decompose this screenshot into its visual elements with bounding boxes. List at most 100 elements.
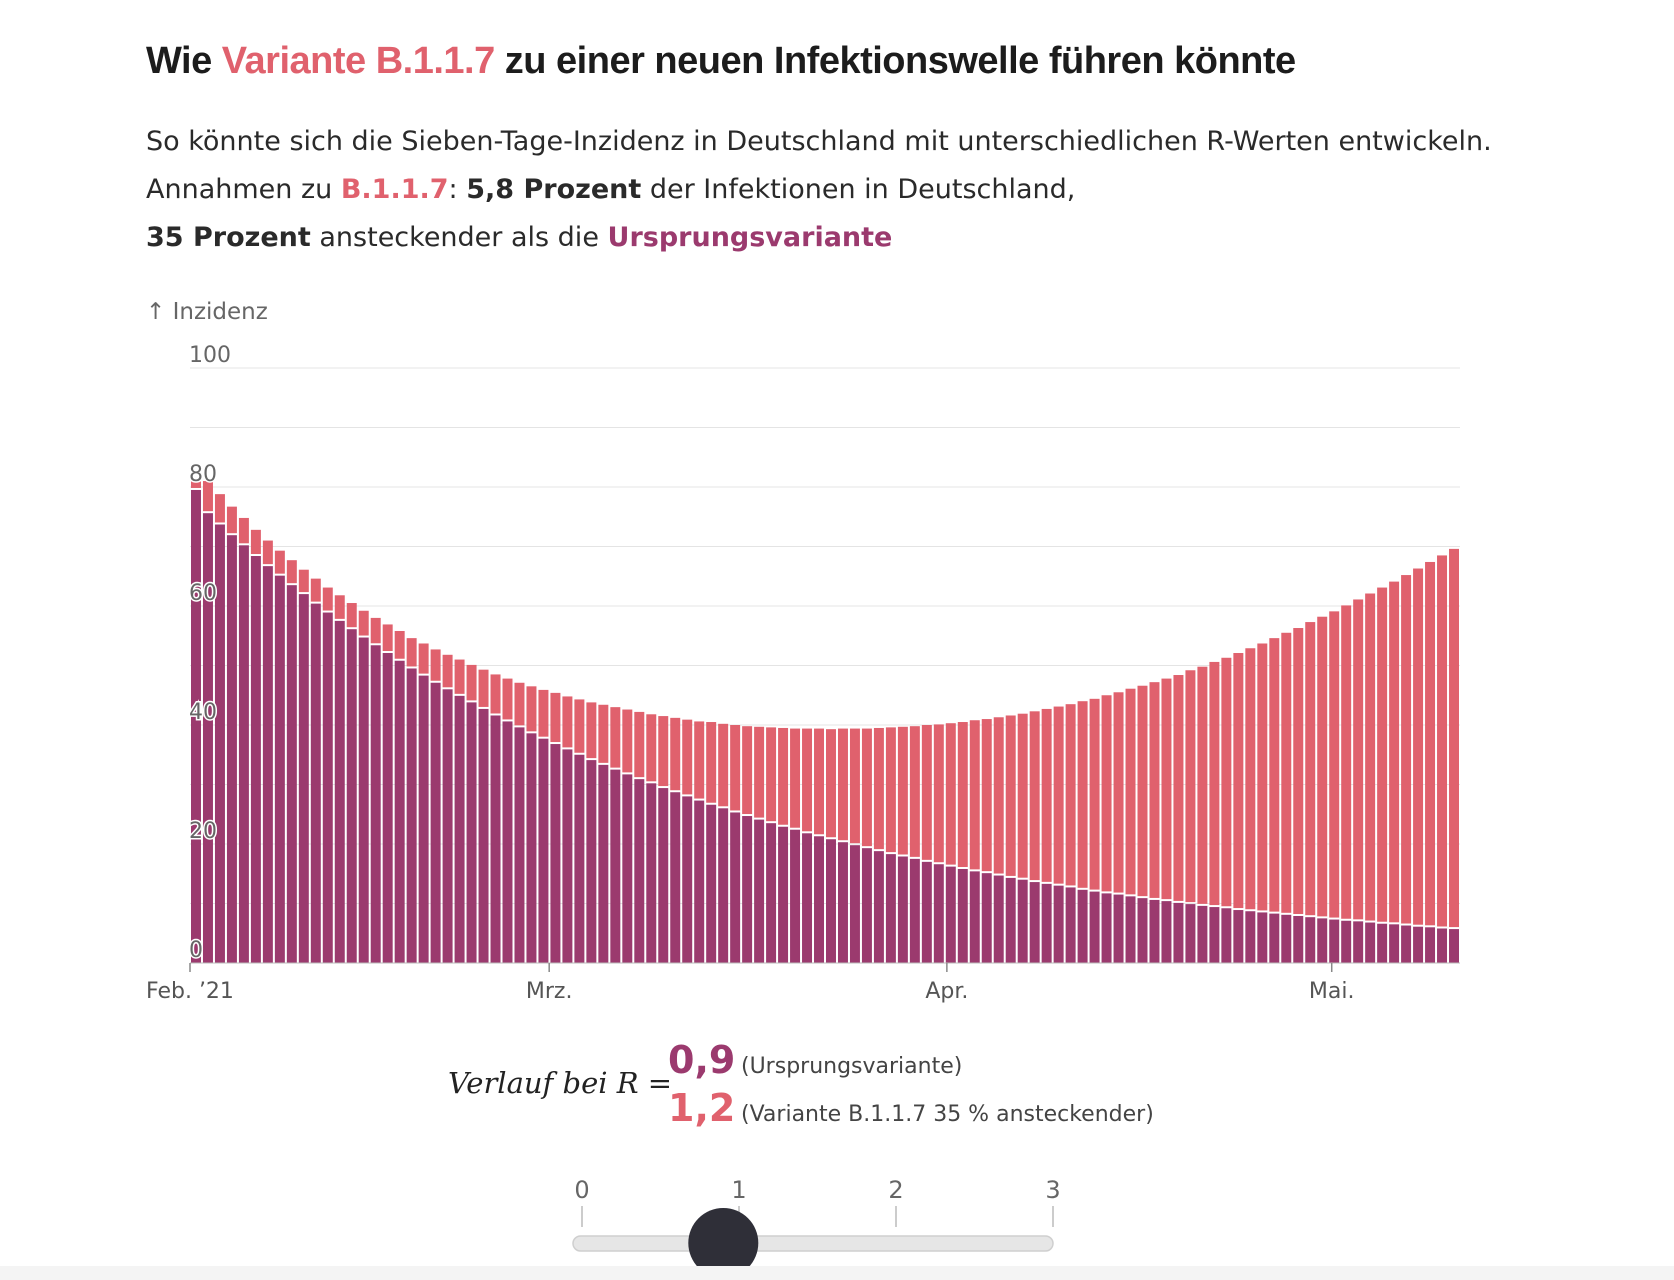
bar-original (969, 871, 980, 963)
bar-original (1029, 882, 1040, 963)
slider-ticks: 0 1 2 3 (574, 1176, 1061, 1227)
incidence-chart: ↑ Inzidenz 0 20 40 60 80 100 Feb. ’21 Mrz. Apr.… (146, 299, 1460, 1004)
bar-variant (358, 610, 369, 636)
bar-original (1185, 904, 1196, 963)
bar-variant (1149, 682, 1160, 898)
bar-variant (526, 686, 537, 732)
bar-variant (466, 664, 477, 701)
bar-original (1377, 923, 1388, 963)
bar-original (1425, 927, 1436, 963)
bar-variant (262, 540, 273, 565)
bar-variant (1197, 666, 1208, 904)
bar-variant (1365, 593, 1376, 921)
bar-variant (310, 578, 321, 602)
bar-original (1233, 910, 1244, 963)
bar-original (718, 808, 729, 963)
bar-original (1317, 918, 1328, 963)
bar-original (310, 603, 321, 963)
bar-original (897, 856, 908, 963)
bar-original (370, 645, 381, 963)
r-slider[interactable]: 0 1 2 3 (0, 1130, 1674, 1280)
bar-original (1449, 929, 1459, 963)
bar-variant (1389, 581, 1400, 923)
bar-variant (742, 726, 753, 815)
bar-variant (1221, 657, 1232, 907)
bar-variant (538, 689, 549, 737)
bar-original (202, 513, 213, 963)
bar-variant (586, 702, 597, 759)
bar-original (346, 629, 357, 963)
slider-tick-label: 3 (1045, 1176, 1060, 1204)
bar-variant (1101, 695, 1112, 892)
bar-variant (610, 707, 621, 768)
bar-variant (706, 722, 717, 803)
bar-original (406, 668, 417, 963)
slider-tick-label: 2 (888, 1176, 903, 1204)
bar-original (658, 788, 669, 963)
bar-original (1077, 889, 1088, 963)
bar-original (1353, 921, 1364, 963)
bar-original (1269, 913, 1280, 963)
bar-original (778, 826, 789, 963)
bar-original (478, 708, 489, 963)
y-tick-label: 100 (189, 343, 231, 368)
bar-original (1245, 911, 1256, 963)
bar-original (610, 769, 621, 963)
bar-original (442, 689, 453, 963)
bar-variant (849, 728, 860, 844)
bar-original (933, 864, 944, 963)
bar-original (322, 612, 333, 963)
bar-variant (1353, 599, 1364, 920)
bar-original (250, 556, 261, 963)
bar-variant (334, 595, 345, 619)
slider-thumb[interactable] (688, 1208, 759, 1278)
subtitle-text-3: der Infektionen in Deutschland, (641, 174, 1076, 205)
y-tick-label: 0 (189, 938, 203, 963)
bar-variant (574, 699, 585, 753)
subtitle-text-1: So könnte sich die Sieben-Tage-Inzidenz … (146, 126, 1492, 205)
bar-variant (1005, 715, 1016, 876)
bar-original (802, 833, 813, 963)
page-footer-strip (0, 1266, 1674, 1280)
bar-original (1401, 925, 1412, 963)
bar-variant (909, 726, 920, 857)
bar-original (1197, 905, 1208, 963)
bar-original (1161, 901, 1172, 963)
x-tick-label: Mrz. (526, 979, 573, 1004)
x-tick-label: Feb. ’21 (146, 979, 234, 1004)
bar-variant (1317, 616, 1328, 917)
slider-track[interactable] (572, 1235, 1054, 1252)
bar-original (1101, 893, 1112, 963)
bar-original (1173, 902, 1184, 963)
bar-original (598, 764, 609, 963)
subtitle-contagious-value: 35 Prozent (146, 222, 311, 253)
r-value-control: Verlauf bei R = 0,9 (Ursprungsvariante) … (0, 1030, 1674, 1280)
r-variant-value: 1,2 (668, 1086, 736, 1130)
bar-original (634, 779, 645, 963)
bar-variant (945, 723, 956, 865)
bar-variant (238, 517, 249, 544)
bar-variant (826, 729, 836, 838)
subtitle-share-value: 5,8 Prozent (466, 174, 642, 205)
bar-original (1437, 928, 1448, 963)
bar-original (1365, 922, 1376, 963)
bar-original (670, 792, 681, 963)
bar-original (790, 829, 801, 963)
bar-variant (993, 717, 1004, 874)
bar-variant (1185, 670, 1196, 903)
bar-variant (670, 717, 681, 791)
bar-original (466, 702, 477, 963)
bar-variant (502, 678, 513, 720)
bar-variant (921, 725, 932, 860)
bar-original (885, 854, 896, 963)
bar-original (1089, 891, 1100, 963)
bar-variant (718, 723, 729, 807)
bar-original (1005, 877, 1016, 963)
subtitle-original-name: Ursprungsvariante (607, 222, 893, 253)
bar-variant (969, 720, 980, 870)
subtitle-variant-name: B.1.1.7 (340, 174, 449, 205)
bar-variant (861, 728, 872, 847)
bar-variant (382, 624, 393, 652)
bar-variant (394, 630, 405, 659)
bar-variant (1125, 688, 1136, 895)
